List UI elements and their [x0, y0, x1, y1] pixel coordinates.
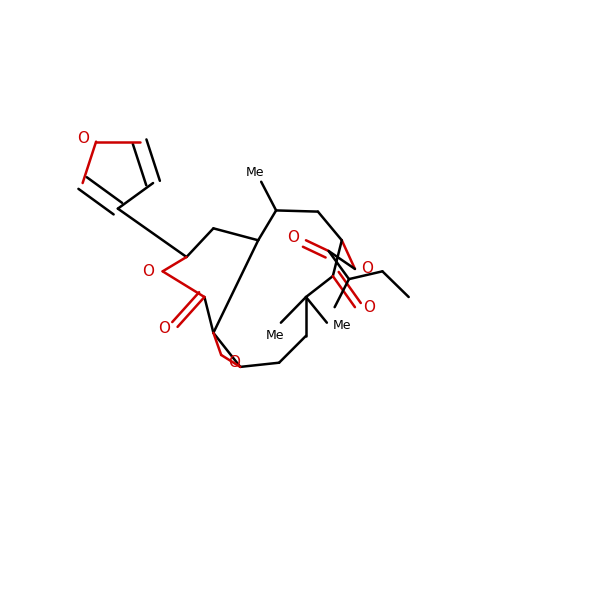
Text: O: O [362, 299, 374, 314]
Text: Me: Me [266, 329, 284, 343]
Text: O: O [77, 131, 89, 146]
Text: O: O [361, 262, 373, 277]
Text: O: O [229, 355, 241, 370]
Text: O: O [158, 321, 170, 336]
Text: Me: Me [246, 166, 265, 179]
Text: O: O [142, 264, 154, 279]
Text: Me: Me [332, 319, 351, 332]
Text: O: O [287, 230, 299, 245]
